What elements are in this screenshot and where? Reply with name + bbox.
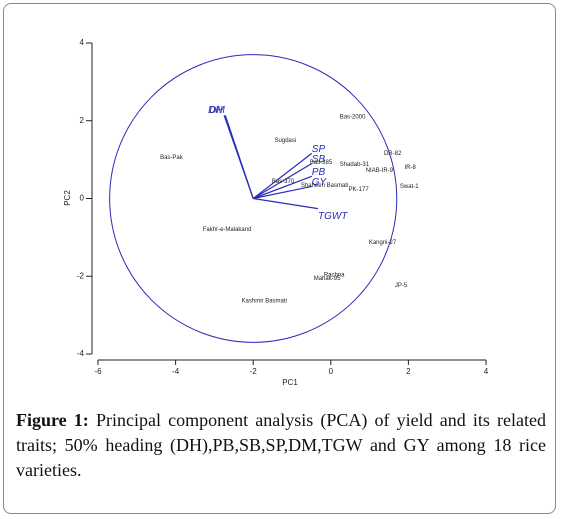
vector-label: DM [209,105,225,116]
variety-label: JP-5 [395,283,408,289]
y-tick-label: 2 [80,116,85,125]
caption-text: Principal component analysis (PCA) of yi… [16,410,547,480]
x-tick-label: -4 [172,367,180,376]
figure-frame [3,3,556,514]
vector-label: SB [312,154,326,165]
caption-label: Figure 1: [16,410,89,430]
variety-label: Shadab-31 [340,162,370,168]
variety-label: IR-8 [405,165,417,171]
x-tick-label: -2 [250,367,258,376]
variety-label: Kashmir Basmati [242,298,287,304]
y-tick-label: -2 [77,271,85,280]
variety-label: Kangni-27 [369,240,397,246]
vector-label: GY [312,177,328,188]
variety-label: Bas-2000 [340,114,366,120]
variety-label: NIAB-IR-9 [366,168,394,174]
vector-label: PB [312,167,326,178]
loading-vector [253,185,312,200]
vector-label: SP [312,144,326,155]
x-tick-label: 4 [484,367,489,376]
vector-label: DH [208,105,223,116]
variety-label: PK-177 [349,187,370,193]
variety-label: Shaheen Basmati [301,183,348,189]
x-tick-label: 2 [406,367,411,376]
loading-vector [252,152,313,199]
correlation-circle [109,54,398,343]
y-tick-label: -4 [77,349,85,358]
variety-label: Bas-370 [272,179,295,185]
variety-label: Mahak-95 [314,276,341,282]
x-axis-label: PC1 [282,378,298,387]
vector-label: TGWT [318,211,348,222]
loading-vector [224,115,254,199]
y-tick-label: 0 [80,194,85,203]
y-tick-label: 4 [80,38,85,47]
variety-label: Fakhr-e-Malakand [203,227,252,233]
y-axis-label: PC2 [63,190,72,206]
loading-vector [252,162,313,200]
variety-label: Swat-1 [400,184,419,190]
variety-label: Bas-Pak [160,155,184,161]
variety-label: Rachna [324,272,345,278]
x-tick-label: 0 [329,367,334,376]
caption: Figure 1: Principal component analysis (… [16,408,546,483]
variety-label: Bas-385 [310,160,333,166]
loading-vector [252,175,313,200]
variety-label: DR-82 [384,151,402,157]
loading-vector [253,197,319,210]
variety-label: Sugdasi [275,138,297,144]
x-tick-label: -6 [94,367,102,376]
